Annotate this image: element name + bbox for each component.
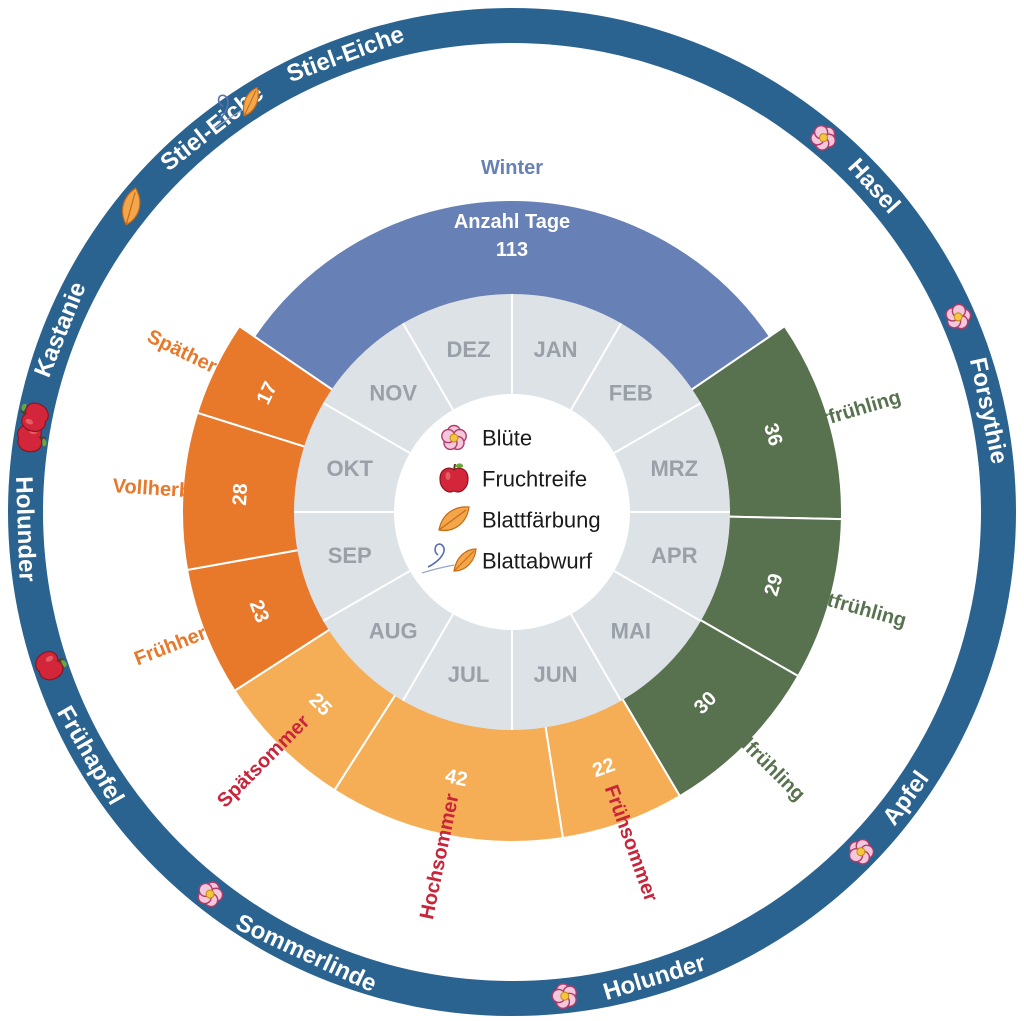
month-label-mai: MAI xyxy=(611,618,651,643)
month-label-apr: APR xyxy=(651,543,698,568)
month-divider xyxy=(322,402,411,454)
legend-label-blattfaerbung: Blattfärbung xyxy=(482,508,601,533)
season-days-vollherbst: 28 xyxy=(229,483,252,507)
winter-days-header: Anzahl Tage xyxy=(454,211,570,233)
season-days-winter: 113 xyxy=(496,239,528,261)
month-label-jun: JUN xyxy=(533,662,577,687)
season-name-winter: Winter xyxy=(481,157,543,179)
month-divider xyxy=(613,570,702,622)
month-label-jul: JUL xyxy=(448,662,490,687)
month-divider xyxy=(570,322,622,411)
month-label-aug: AUG xyxy=(369,618,418,643)
legend-label-fruchtreife: Fruchtreife xyxy=(482,467,587,492)
month-label-feb: FEB xyxy=(609,381,653,406)
month-divider xyxy=(570,613,622,702)
month-divider xyxy=(402,613,454,702)
month-label-jan: JAN xyxy=(533,337,577,362)
month-label-mrz: MRZ xyxy=(650,456,698,481)
month-label-sep: SEP xyxy=(328,543,372,568)
legend-label-bluete: Blüte xyxy=(482,426,532,451)
month-label-dez: DEZ xyxy=(447,337,491,362)
month-divider xyxy=(322,570,411,622)
season-days-hochsommer: 42 xyxy=(443,765,469,791)
legend-label-blattabwurf: Blattabwurf xyxy=(482,549,593,574)
month-divider xyxy=(402,322,454,411)
month-divider xyxy=(613,402,702,454)
legend: Blüte Fruchtreife Blattfärbung Blattabwurf xyxy=(421,424,601,574)
month-label-okt: OKT xyxy=(326,456,373,481)
legend-disc xyxy=(394,394,630,630)
plant-label-holunder-6: Holunder xyxy=(10,476,41,582)
month-label-nov: NOV xyxy=(369,381,417,406)
